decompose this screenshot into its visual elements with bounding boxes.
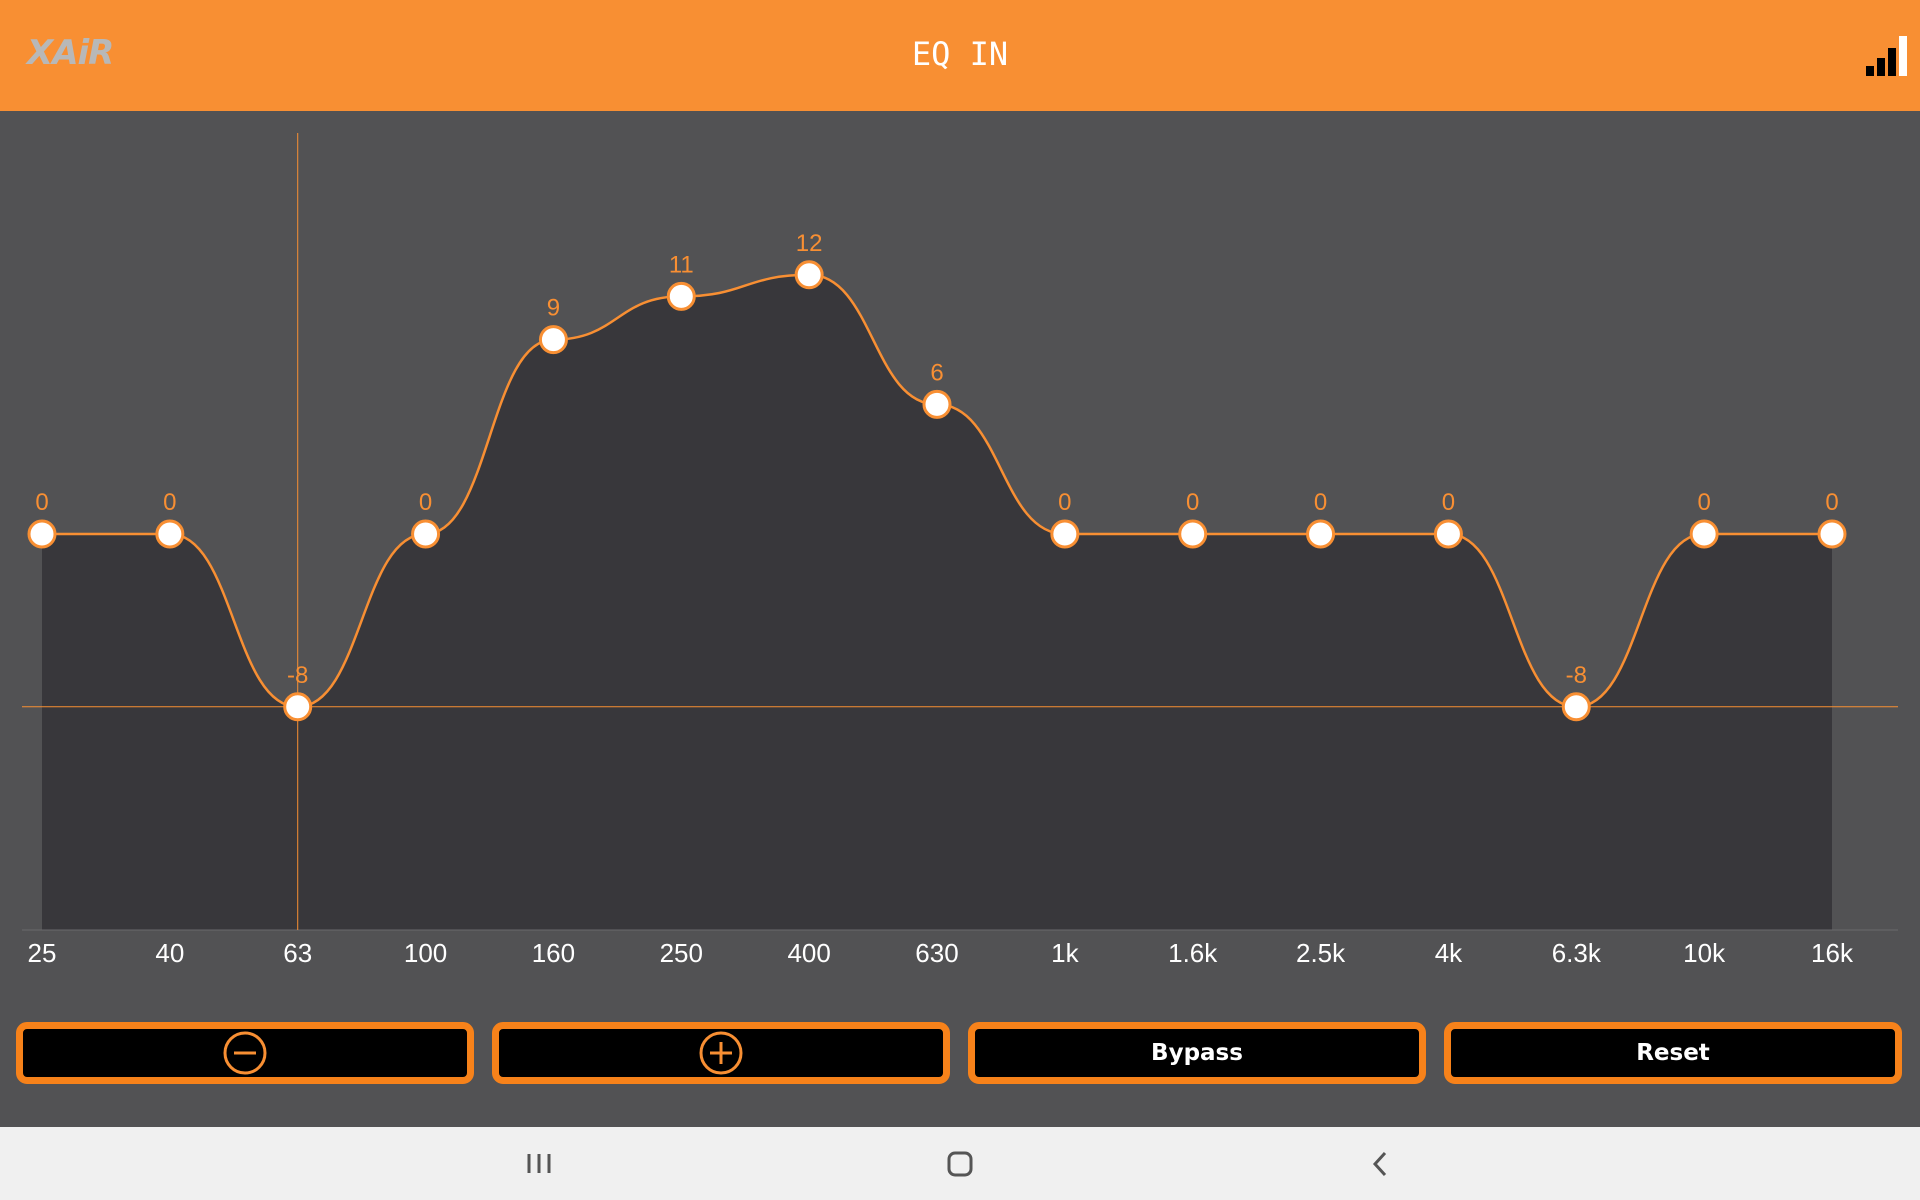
frequency-tick-label: 10k: [1683, 938, 1726, 968]
eq-band-value-label: -8: [287, 662, 308, 689]
frequency-tick-label: 4k: [1435, 938, 1463, 968]
eq-band-value-label: 0: [1314, 489, 1327, 516]
page-title: EQ IN: [911, 35, 1009, 73]
eq-band-value-label: 0: [35, 489, 48, 516]
eq-band-value-label: -8: [1566, 662, 1587, 689]
eq-band-knob[interactable]: [155, 519, 185, 549]
eq-band-knob[interactable]: [1817, 519, 1847, 549]
frequency-tick-label: 160: [532, 938, 575, 968]
eq-band-value-label: 0: [1058, 489, 1071, 516]
eq-response-curve: [42, 273, 1832, 709]
system-navigation-bar: [0, 1127, 1920, 1200]
eq-band-value-label: 6: [930, 359, 943, 386]
eq-band-knob[interactable]: [922, 389, 952, 419]
signal-strength-icon: [1866, 36, 1907, 76]
xair-logo: XAiR: [27, 33, 114, 73]
eq-band-knob[interactable]: [27, 519, 57, 549]
eq-band-value-label: 12: [796, 230, 823, 257]
eq-band-knob[interactable]: [538, 325, 568, 355]
reset-button[interactable]: Reset: [1444, 1022, 1902, 1084]
eq-band-knob[interactable]: [411, 519, 441, 549]
frequency-tick-label: 1.6k: [1168, 938, 1218, 968]
bypass-button[interactable]: Bypass: [968, 1022, 1426, 1084]
frequency-tick-label: 250: [660, 938, 703, 968]
frequency-tick-label: 400: [787, 938, 830, 968]
eq-band-value-label: 0: [1825, 489, 1838, 516]
eq-band-knob[interactable]: [1433, 519, 1463, 549]
frequency-tick-label: 2.5k: [1296, 938, 1346, 968]
frequency-tick-label: 630: [915, 938, 958, 968]
frequency-tick-label: 1k: [1051, 938, 1079, 968]
eq-band-value-label: 0: [1186, 489, 1199, 516]
frequency-tick-label: 25: [28, 938, 57, 968]
eq-band-knob[interactable]: [1689, 519, 1719, 549]
frequency-tick-label: 40: [155, 938, 184, 968]
eq-band-knob[interactable]: [1178, 519, 1208, 549]
frequency-tick-label: 100: [404, 938, 447, 968]
decrease-button[interactable]: [16, 1022, 474, 1084]
eq-band-value-label: 0: [1442, 489, 1455, 516]
eq-band-value-label: 11: [669, 251, 694, 278]
recents-icon[interactable]: [520, 1127, 560, 1200]
eq-band-value-label: 9: [547, 295, 560, 322]
eq-band-knob[interactable]: [1306, 519, 1336, 549]
frequency-tick-label: 6.3k: [1552, 938, 1602, 968]
eq-band-knob[interactable]: [1561, 692, 1591, 722]
eq-band-knob[interactable]: [283, 692, 313, 722]
increase-button[interactable]: [492, 1022, 950, 1084]
eq-band-value-label: 0: [1697, 489, 1710, 516]
eq-band-knob[interactable]: [794, 260, 824, 290]
eq-band-value-label: 0: [163, 489, 176, 516]
home-icon[interactable]: [940, 1127, 980, 1200]
back-icon[interactable]: [1360, 1127, 1400, 1200]
frequency-tick-label: 16k: [1811, 938, 1854, 968]
minus-circle-icon: [223, 1031, 267, 1075]
app-header: XAiR EQ IN: [0, 0, 1920, 111]
frequency-tick-label: 63: [283, 938, 312, 968]
eq-band-knob[interactable]: [1050, 519, 1080, 549]
eq-graph[interactable]: 025040-863010091601125012400663001k01.6k…: [0, 111, 1920, 1127]
eq-band-value-label: 0: [419, 489, 432, 516]
eq-band-knob[interactable]: [666, 281, 696, 311]
plus-circle-icon: [699, 1031, 743, 1075]
